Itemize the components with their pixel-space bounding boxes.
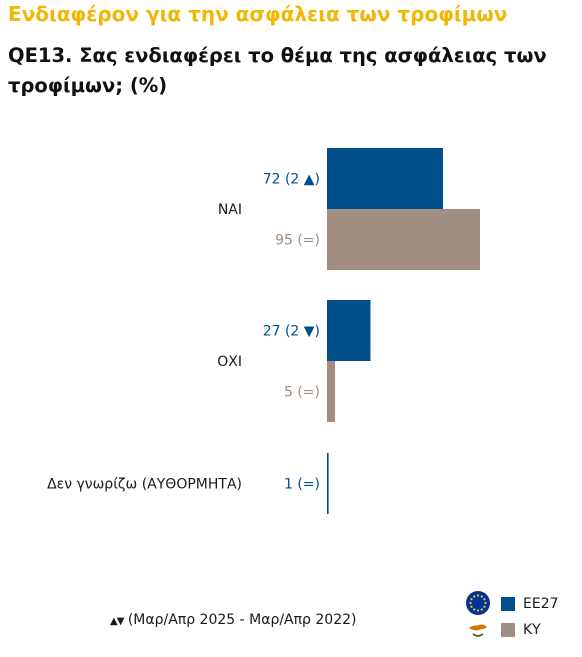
bar-cy (327, 361, 336, 422)
data-label-eu27: 72 (2 ▲) (263, 172, 320, 188)
data-label-eu27: 1 (=) (284, 477, 320, 493)
legend-swatch-cy (501, 623, 515, 637)
footnote: ▲▼ (Μαρ/Απρ 2025 - Μαρ/Απρ 2022) (110, 612, 357, 628)
legend-label-cy: ΚΥ (523, 622, 541, 638)
footnote-text: (Μαρ/Απρ 2025 - Μαρ/Απρ 2022) (127, 612, 357, 628)
legend-label-eu27: ΕΕ27 (523, 596, 559, 612)
legend-eu27: ΕΕ27 (501, 596, 559, 612)
legend-cy: ΚΥ (501, 622, 541, 638)
bar-eu27 (327, 148, 443, 209)
chart-title: Ενδιαφέρον για την ασφάλεια των τροφίμων (8, 2, 508, 26)
question-text: QE13. Σας ενδιαφέρει το θέμα της ασφάλει… (8, 44, 547, 97)
data-label-eu27: 27 (2 ▼) (263, 324, 320, 340)
category-label: ΝΑΙ (218, 202, 242, 218)
bar-eu27 (327, 300, 371, 361)
bar-eu27 (327, 453, 329, 514)
cyprus-flag-icon (466, 620, 490, 644)
legend-swatch-eu27 (501, 597, 515, 611)
eu-flag-icon (466, 591, 490, 619)
bar-cy (327, 209, 480, 270)
data-label-cy: 5 (=) (284, 385, 320, 401)
category-label: Δεν γνωρίζω (ΑΥΘΟΡΜΗΤΑ) (47, 477, 242, 493)
category-label: ΟΧΙ (217, 354, 242, 370)
data-label-cy: 95 (=) (275, 233, 320, 249)
up-down-triangles-icon: ▲▼ (110, 616, 124, 627)
